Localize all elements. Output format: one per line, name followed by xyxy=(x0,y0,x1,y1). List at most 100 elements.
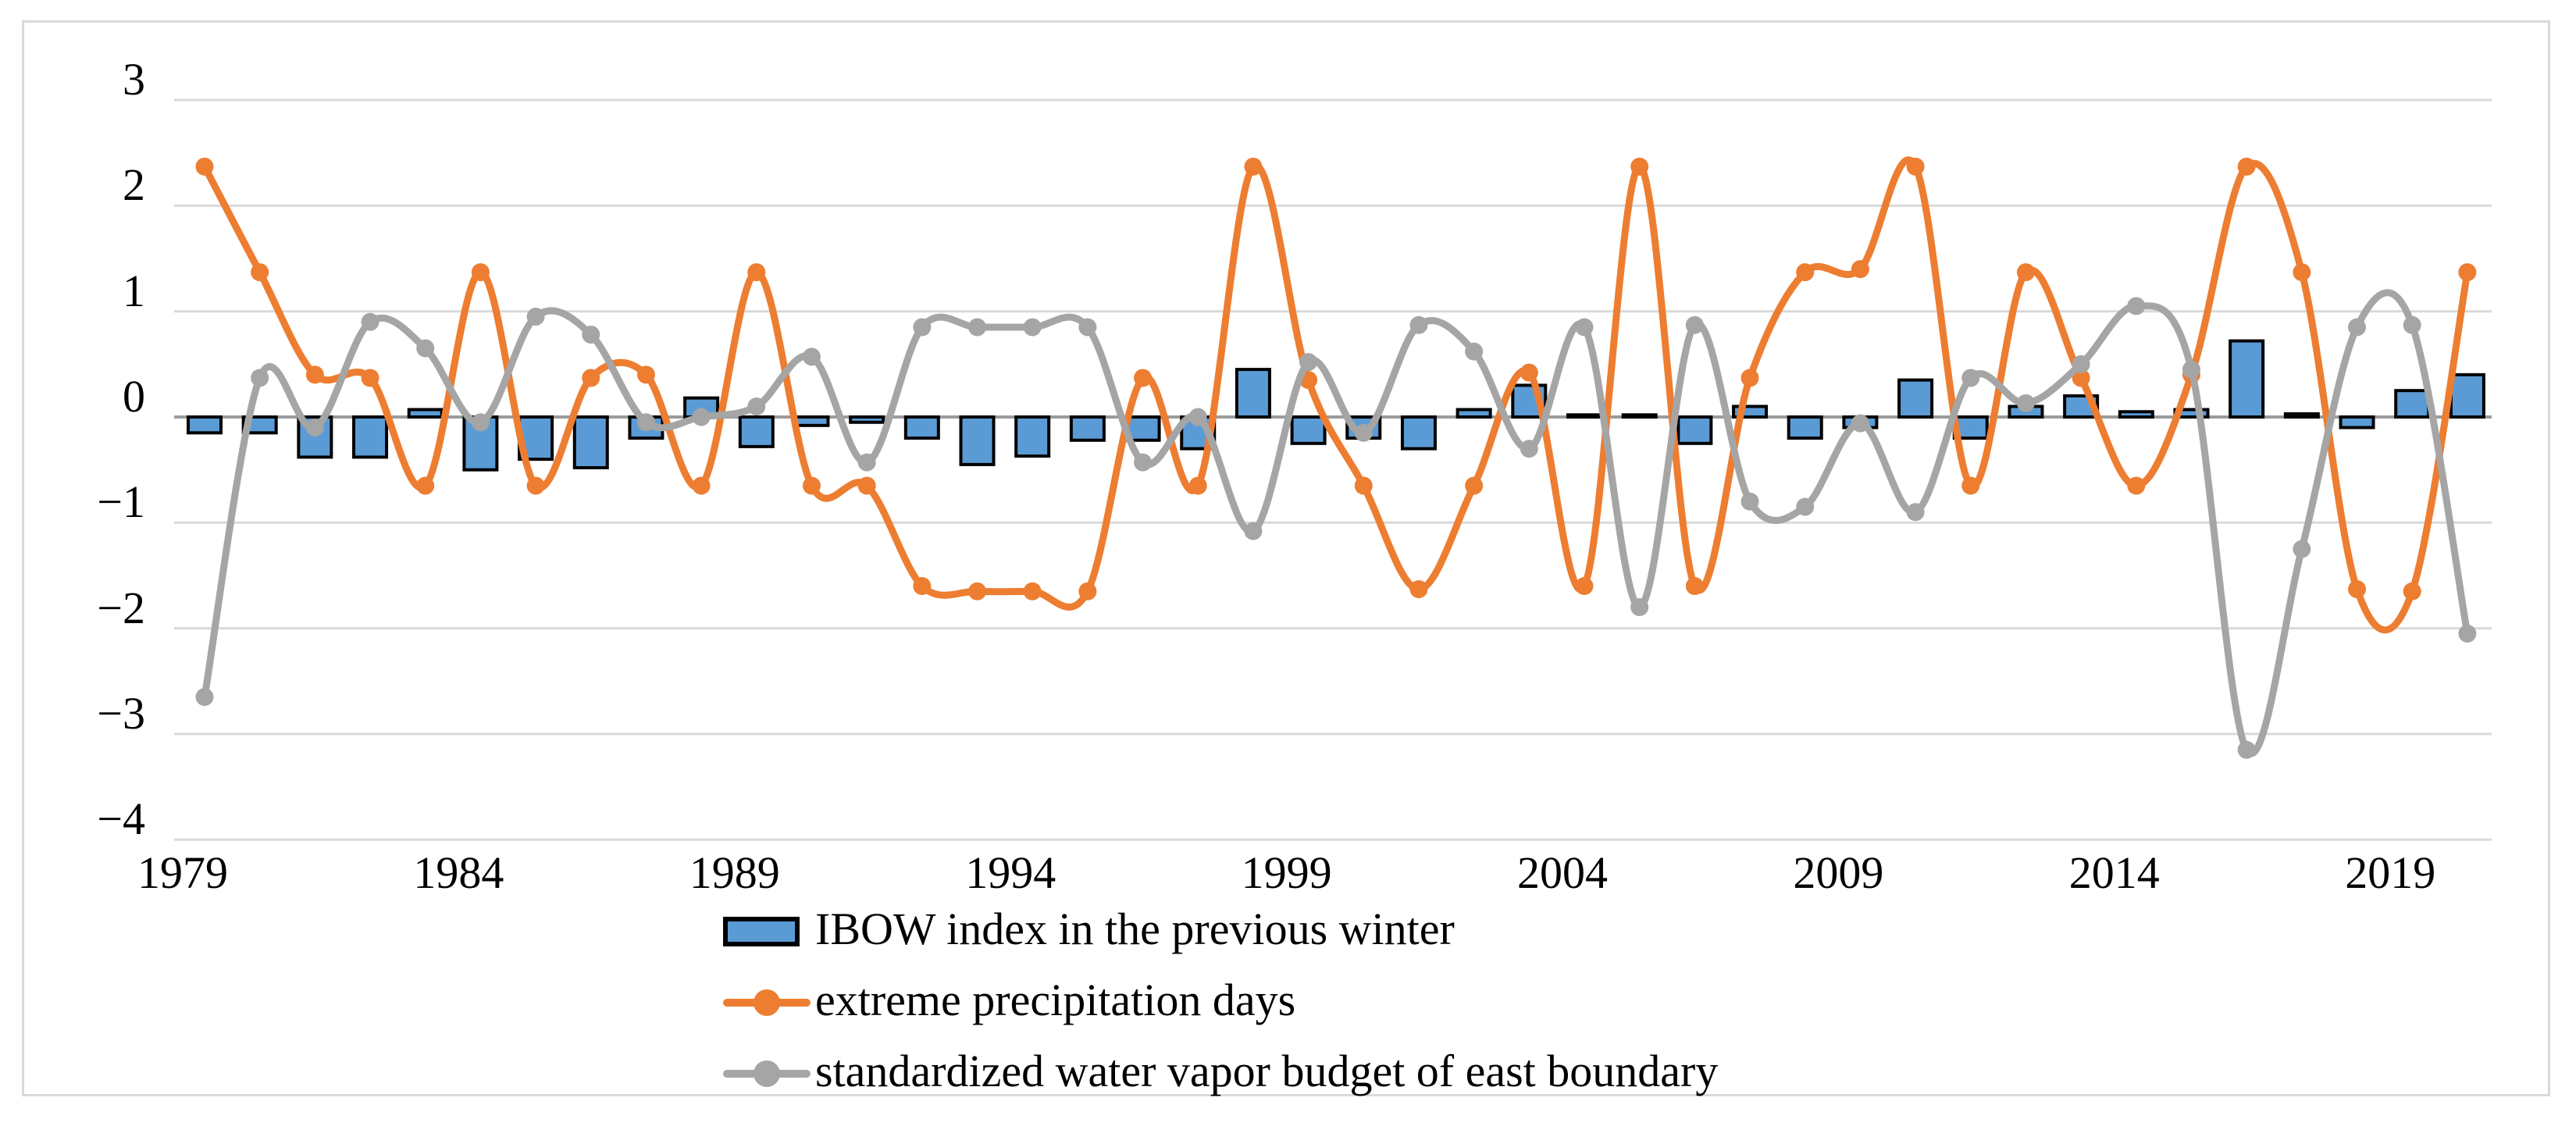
marker-precip-1991 xyxy=(857,476,876,495)
bar-2005 xyxy=(1621,413,1658,419)
marker-precip-2008 xyxy=(1796,263,1815,282)
marker-precip-2013 xyxy=(2072,369,2090,387)
marker-precip-2007 xyxy=(1740,369,1759,387)
legend-line-marker-icon xyxy=(723,1060,815,1088)
x-tick-label-2019: 2019 xyxy=(2345,847,2436,898)
marker-wvb-2016 xyxy=(2237,740,2256,759)
bar-2019 xyxy=(2394,389,2431,419)
x-tick-label-2014: 2014 xyxy=(2068,847,2160,898)
marker-wvb-1979 xyxy=(195,688,214,707)
marker-precip-2016 xyxy=(2237,157,2256,176)
marker-wvb-2012 xyxy=(2016,394,2035,412)
marker-precip-2012 xyxy=(2016,263,2035,282)
marker-wvb-2001 xyxy=(1409,315,1428,334)
marker-precip-1989 xyxy=(747,263,766,282)
x-tick-label-2009: 2009 xyxy=(1793,847,1884,898)
marker-wvb-1982 xyxy=(361,312,379,331)
marker-wvb-2020 xyxy=(2458,624,2477,643)
bar-2014 xyxy=(2118,410,2154,419)
bar-1990 xyxy=(793,415,830,427)
bar-2010 xyxy=(1897,378,1934,419)
marker-wvb-2005 xyxy=(1630,598,1649,617)
y-tick-label-−3: −3 xyxy=(97,687,145,739)
x-tick-label-1999: 1999 xyxy=(1241,847,1332,898)
marker-precip-2005 xyxy=(1630,157,1649,176)
y-tick-label-−2: −2 xyxy=(97,582,145,633)
chart-legend: IBOW index in the previous winter extrem… xyxy=(723,903,1718,1117)
y-tick-label-2: 2 xyxy=(123,159,145,211)
legend-item-water-vapor-budget: standardized water vapor budget of east … xyxy=(723,1046,1718,1102)
marker-precip-2003 xyxy=(1520,363,1538,382)
marker-wvb-2004 xyxy=(1575,318,1594,337)
bar-2001 xyxy=(1400,415,1437,451)
legend-label-extreme-precipitation: extreme precipitation days xyxy=(815,975,1296,1025)
marker-precip-2011 xyxy=(1961,476,1980,495)
x-tick-label-1989: 1989 xyxy=(689,847,780,898)
marker-precip-2017 xyxy=(2293,263,2311,282)
marker-wvb-2017 xyxy=(2293,540,2311,558)
bar-2016 xyxy=(2229,339,2265,419)
x-tick-label-1984: 1984 xyxy=(413,847,504,898)
bar-1992 xyxy=(903,415,940,440)
legend-bar-swatch-icon xyxy=(723,917,815,946)
marker-wvb-2007 xyxy=(1740,492,1759,511)
x-tick-label-1979: 1979 xyxy=(137,847,228,898)
y-tick-label-−1: −1 xyxy=(97,476,145,528)
marker-precip-1986 xyxy=(582,369,600,387)
bar-2020 xyxy=(2449,372,2485,419)
legend-label-ibow-index: IBOW index in the previous winter xyxy=(815,903,1455,954)
marker-precip-1985 xyxy=(526,476,545,495)
bar-1994 xyxy=(1014,415,1051,458)
marker-precip-1997 xyxy=(1188,476,1207,495)
marker-precip-1987 xyxy=(636,365,655,384)
marker-precip-1988 xyxy=(692,476,711,495)
marker-wvb-2015 xyxy=(2182,360,2200,379)
bar-2008 xyxy=(1787,415,1823,440)
marker-wvb-1992 xyxy=(913,318,932,337)
marker-precip-2014 xyxy=(2127,476,2146,495)
marker-wvb-2009 xyxy=(1851,414,1869,433)
bar-1993 xyxy=(959,415,996,466)
marker-precip-2010 xyxy=(1906,157,1925,176)
combo-chart-canvas xyxy=(174,98,2492,841)
marker-wvb-2013 xyxy=(2072,355,2090,373)
marker-wvb-1981 xyxy=(305,419,324,437)
marker-precip-2020 xyxy=(2458,263,2477,282)
marker-precip-1994 xyxy=(1023,582,1042,601)
marker-wvb-2006 xyxy=(1685,315,1704,334)
marker-precip-1980 xyxy=(251,263,269,282)
marker-precip-2019 xyxy=(2403,582,2421,601)
bar-1989 xyxy=(738,415,775,448)
marker-precip-1995 xyxy=(1078,582,1097,601)
bar-1986 xyxy=(572,415,609,469)
y-tick-label-−4: −4 xyxy=(97,793,145,845)
marker-wvb-1998 xyxy=(1244,522,1263,540)
marker-precip-1983 xyxy=(416,476,435,495)
marker-wvb-2014 xyxy=(2127,297,2146,315)
marker-wvb-1993 xyxy=(968,318,987,337)
marker-precip-1998 xyxy=(1244,157,1263,176)
marker-wvb-2011 xyxy=(1961,369,1980,387)
marker-precip-2009 xyxy=(1851,260,1869,279)
marker-wvb-1991 xyxy=(857,453,876,472)
marker-wvb-1990 xyxy=(802,347,821,366)
marker-wvb-1980 xyxy=(251,369,269,387)
marker-wvb-1986 xyxy=(582,325,600,344)
legend-line-marker-icon xyxy=(723,989,815,1017)
marker-precip-2001 xyxy=(1409,580,1428,599)
marker-wvb-2000 xyxy=(1354,423,1373,442)
marker-wvb-1994 xyxy=(1023,318,1042,337)
marker-precip-2002 xyxy=(1465,476,1484,495)
y-tick-label-0: 0 xyxy=(123,371,145,422)
marker-wvb-1987 xyxy=(636,413,655,432)
marker-wvb-1983 xyxy=(416,339,435,358)
marker-precip-2004 xyxy=(1575,576,1594,595)
bar-2004 xyxy=(1566,413,1602,419)
marker-precip-2000 xyxy=(1354,476,1373,495)
legend-item-extreme-precipitation: extreme precipitation days xyxy=(723,975,1718,1031)
marker-wvb-2002 xyxy=(1465,342,1484,361)
bar-1991 xyxy=(849,415,885,424)
bar-2002 xyxy=(1455,408,1492,419)
marker-wvb-1996 xyxy=(1134,453,1153,472)
bar-2006 xyxy=(1676,415,1713,445)
